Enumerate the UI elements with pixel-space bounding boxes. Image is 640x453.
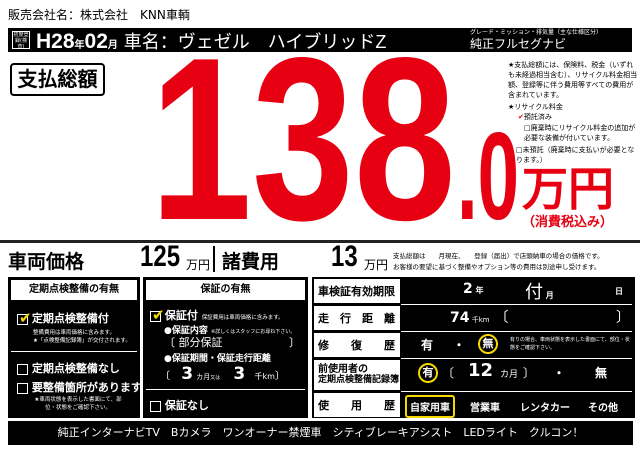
month-unit: 月 [545, 291, 554, 300]
check-icon: ✔ [19, 308, 32, 327]
seller-name: 販売会社名：株式会社 KNN車輌 [8, 8, 190, 22]
divider [0, 240, 640, 243]
record-yes-selected[interactable]: 有 [418, 363, 438, 383]
details-box: 車検証有効期限 2 年 付 月 日 走 行 距 離 74 千km 〔〕 修 復 … [312, 277, 635, 418]
grade-label: グレード・ミッション・排気量（主な仕様区分） [470, 29, 603, 36]
record-unit: カ月 [500, 370, 519, 380]
usage-rental[interactable]: レンタカー [520, 403, 570, 414]
usage-commercial[interactable]: 営業車 [470, 403, 500, 414]
tax-note: （消費税込み） [522, 214, 614, 229]
shaken-month: 付 [525, 282, 543, 303]
record-label-2: 定期点検整備記録簿 [318, 375, 400, 385]
total-price: 138 [150, 10, 537, 269]
repair-note: 有りの場合、車両状態を表示した書面にて、部位・状態をご確認下さい。 [510, 337, 630, 351]
km-unit: 千km [254, 372, 275, 381]
fees-unit: 万円 [364, 258, 389, 272]
usage-label: 使 用 歴 [314, 393, 400, 417]
repair-label: 修 復 歴 [314, 333, 400, 357]
header-bar: 初度登録(検査) H28年02月 車名：ヴェゼル ハイブリッドZ グレード・ミッ… [8, 28, 632, 53]
inspection-with-note-1: 整備費用は車両価格に含みます。 [33, 330, 115, 336]
era-year: H28 [36, 30, 75, 53]
car-name: 車名：ヴェゼル ハイブリッドZ [123, 32, 387, 52]
warranty-with-note: 保証費用は車両価格に含みます。 [201, 315, 284, 321]
record-label-1: 前使用者の [318, 364, 368, 375]
price-note-1: 支払総額は 月現在、 登録（届出）で店頭納車の場合の価格です。 [393, 252, 604, 260]
vehicle-price-unit: 万円 [186, 258, 211, 272]
recycle-title: ★リサイクル料金 [508, 103, 563, 111]
needs-repair: 要整備箇所があります [31, 381, 142, 394]
repair-yes[interactable]: 有 [421, 338, 434, 352]
warranty-none: 保証なし [164, 399, 209, 412]
warranty-content-label: ●保証内容 [164, 326, 208, 336]
total-unit: 万円 [522, 163, 614, 215]
vehicle-price-value: 125 [140, 240, 181, 273]
usage-private-selected[interactable]: 自家用車 [405, 395, 455, 418]
inspection-with-checkbox[interactable]: ✔ [17, 309, 32, 327]
warranty-km: 3 [233, 364, 246, 384]
grade-value: 純正フルセグナビ [470, 37, 567, 51]
record-no[interactable]: 無 [595, 366, 608, 380]
repair-note: ★車両状態を表示した書面にて、部位・状態をご確認下さい。 [34, 397, 122, 411]
mileage-unit: 千km [471, 316, 490, 324]
recycle-unpaid: 未預託（廃棄時に支払いが必要となります。） [516, 146, 635, 164]
first-reg-label: 初度登録(検査) [12, 31, 30, 50]
warranty-title: 保証の有無 [146, 280, 305, 300]
total-decimal: .0 [457, 108, 520, 246]
warranty-none-checkbox[interactable] [150, 400, 161, 412]
recycle-paid-check-icon: ✔ [518, 113, 524, 121]
inspection-title: 定期点検整備の有無 [11, 280, 137, 300]
warranty-months: 3 [181, 364, 194, 384]
year-unit: 年 [475, 286, 484, 295]
or-label: 又は [210, 375, 221, 381]
vehicle-price-label: 車両価格 [8, 251, 85, 273]
price-note-2: お客様の要望に基づく整備やオプション等の費用は別途申し受けます。 [393, 263, 601, 271]
mileage-value: 74 [450, 310, 470, 326]
features-footer: 純正インターナビTV Bカメラ ワンオーナー禁煙車 シティブレーキアシスト LE… [8, 421, 633, 445]
usage-other[interactable]: その他 [588, 403, 618, 414]
fees-value: 13 [331, 240, 358, 273]
year-unit: 年 [74, 40, 85, 51]
repair-no-selected[interactable]: 無 [478, 334, 498, 354]
fees-label: 諸費用 [222, 251, 280, 273]
inspection-with-note-2: ★「点検整備記録簿」が交付されます。 [33, 338, 131, 344]
check-icon: ✔ [152, 305, 165, 324]
total-integer: 138 [150, 10, 456, 269]
warranty-box: 保証の有無 ✔ 保証付 保証費用は車両価格に含みます。 ●保証内容 ※詳しくはス… [143, 277, 308, 418]
recycle-extra: 廃棄時にリサイクル料金の追加が必要な装備が付いています。 [524, 124, 636, 142]
needs-repair-checkbox[interactable] [17, 382, 28, 394]
warranty-content-note: ※詳しくはスタッフにお尋ね下さい。 [211, 329, 296, 335]
recycle-paid: 預託済み [523, 113, 552, 121]
record-months: 12 [468, 360, 494, 381]
warranty-with-checkbox[interactable]: ✔ [150, 306, 165, 324]
inspection-without-checkbox[interactable] [17, 363, 28, 375]
inspection-with: 定期点検整備付 [31, 312, 109, 325]
warranty-period-label: ●保証期間・保証走行距離 [164, 354, 271, 364]
mileage-label: 走 行 距 離 [314, 306, 400, 330]
shaken-year: 2 [463, 281, 473, 297]
warranty-content-value: 部分保証 [178, 336, 223, 349]
price-divider [213, 246, 215, 272]
total-label: 支払総額 [10, 63, 105, 96]
inspection-box: 定期点検整備の有無 ✔ 定期点検整備付 整備費用は車両価格に含みます。 ★「点検… [8, 277, 142, 418]
warranty-with: 保証付 [164, 309, 198, 322]
day-unit: 日 [615, 287, 623, 296]
month: 02 [84, 30, 108, 53]
inspection-without: 定期点検整備なし [31, 362, 120, 375]
shaken-label: 車検証有効期限 [314, 279, 400, 303]
total-note: ★支払総額には、保険料、税金（いずれも未経過相当含む）、リサイクル料金相当額、登… [508, 61, 638, 99]
months-unit: カ月 [196, 373, 211, 381]
month-unit: 月 [107, 40, 118, 51]
